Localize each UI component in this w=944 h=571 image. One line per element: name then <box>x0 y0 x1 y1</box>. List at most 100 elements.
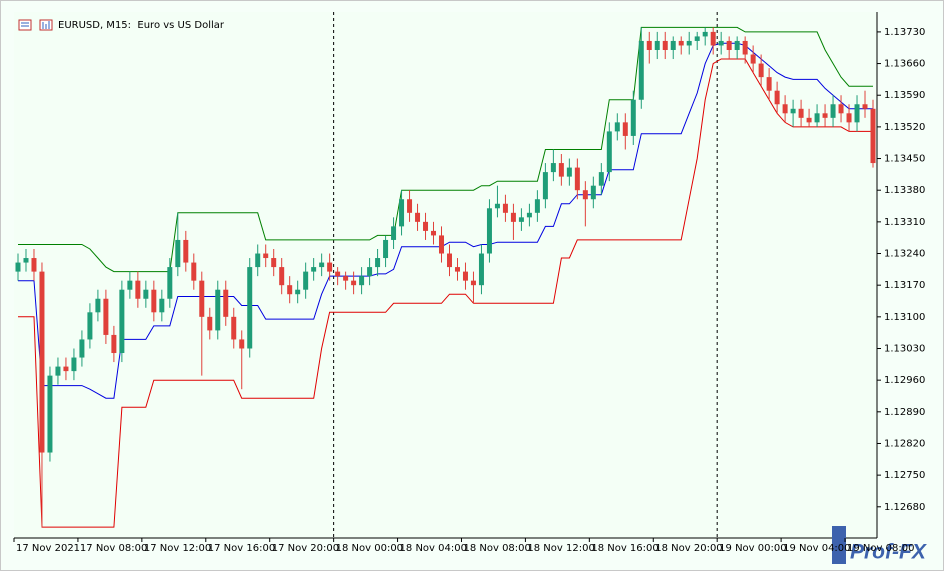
candle-body <box>79 339 85 358</box>
candle-body <box>630 99 636 136</box>
candle-body <box>375 258 381 268</box>
candle-body <box>15 262 21 272</box>
x-tick-label: 17 Nov 2021 <box>16 543 80 554</box>
candle-body <box>542 172 548 200</box>
candle-body <box>654 40 660 50</box>
y-tick-label: 1.13730 <box>884 27 925 38</box>
y-tick-label: 1.12750 <box>884 470 925 481</box>
x-tick-label: 19 Nov 08:00 <box>847 543 914 554</box>
candle-body <box>710 31 716 46</box>
candle-body <box>574 167 580 191</box>
plot <box>15 12 876 538</box>
candle-body <box>239 339 245 349</box>
candle-body <box>822 113 828 118</box>
candle-body <box>622 122 628 136</box>
channel-line <box>18 58 873 528</box>
y-tick-label: 1.12960 <box>884 375 925 386</box>
candle-body <box>470 280 476 286</box>
candle-body <box>263 253 269 259</box>
y-tick-label: 1.13240 <box>884 249 925 260</box>
candle-body <box>814 113 820 123</box>
y-tick-label: 1.13310 <box>884 217 925 228</box>
candle-body <box>806 117 812 123</box>
candle-body <box>415 212 421 222</box>
candle-body <box>343 276 349 281</box>
x-tick-label: 17 Nov 08:00 <box>80 543 147 554</box>
candle-body <box>247 267 253 349</box>
candle-body <box>223 289 229 317</box>
candle-body <box>351 280 357 286</box>
candle-body <box>423 221 429 231</box>
x-tick-label: 18 Nov 00:00 <box>336 543 403 554</box>
candle-body <box>47 375 53 453</box>
candle-body <box>718 40 724 46</box>
candle-body <box>215 289 221 331</box>
candle-body <box>854 104 860 123</box>
candle-body <box>702 31 708 37</box>
x-tick-label: 18 Nov 12:00 <box>527 543 594 554</box>
candle-body <box>582 190 588 200</box>
x-tick-label: 18 Nov 20:00 <box>655 543 722 554</box>
candle-body <box>63 366 69 372</box>
candle-body <box>143 289 149 299</box>
candle-body <box>399 199 405 227</box>
candle-body <box>335 271 341 277</box>
candle-body <box>446 253 452 268</box>
candle-body <box>678 40 684 46</box>
y-tick-label: 1.13520 <box>884 122 925 133</box>
candle-body <box>407 199 413 213</box>
candle-body <box>782 104 788 114</box>
candle-body <box>199 280 205 317</box>
candle-body <box>287 285 293 295</box>
candle-body <box>518 217 524 222</box>
candle-body <box>662 40 668 50</box>
candle-body <box>87 312 93 340</box>
candle-body <box>862 104 868 109</box>
candle-body <box>486 208 492 254</box>
channel-line <box>18 26 873 273</box>
candle-body <box>614 122 620 132</box>
candle-body <box>95 298 101 313</box>
candle-body <box>790 108 796 114</box>
candle-body <box>590 185 596 200</box>
y-tick-label: 1.12820 <box>884 438 925 449</box>
candle-body <box>311 267 317 272</box>
candle-body <box>439 235 445 254</box>
candle-body <box>758 63 764 78</box>
x-tick-label: 17 Nov 12:00 <box>144 543 211 554</box>
candle-body <box>830 104 836 118</box>
candle-body <box>598 172 604 186</box>
candle-body <box>558 163 564 177</box>
candle-body <box>31 258 37 272</box>
candle-body <box>231 316 237 340</box>
candle-body <box>71 357 77 372</box>
candle-body <box>119 289 125 354</box>
y-tick-label: 1.13100 <box>884 312 925 323</box>
y-tick-label: 1.12680 <box>884 502 925 513</box>
candle-body <box>271 258 277 268</box>
x-tick-label: 19 Nov 04:00 <box>783 543 850 554</box>
candle-body <box>255 253 261 268</box>
candle-body <box>798 108 804 118</box>
candle-body <box>870 108 876 164</box>
chart-title: EURUSD, M15: Euro vs US Dollar <box>58 20 225 31</box>
candle-body <box>295 289 301 295</box>
candle-body <box>726 40 732 50</box>
candle-body <box>391 226 397 240</box>
candle-body <box>478 253 484 286</box>
candle-body <box>55 366 61 376</box>
candle-body <box>127 280 133 290</box>
candle-body <box>111 334 117 354</box>
x-tick-label: 17 Nov 20:00 <box>272 543 339 554</box>
y-tick-label: 1.13030 <box>884 343 925 354</box>
candle-body <box>151 289 157 313</box>
watermark: Prof-FX <box>850 541 928 564</box>
candle-body <box>510 212 516 222</box>
y-tick-label: 1.13660 <box>884 59 925 70</box>
x-tick-label: 18 Nov 04:00 <box>400 543 467 554</box>
candle-body <box>502 203 508 213</box>
candle-body <box>766 77 772 91</box>
symbol-icons <box>18 19 53 31</box>
